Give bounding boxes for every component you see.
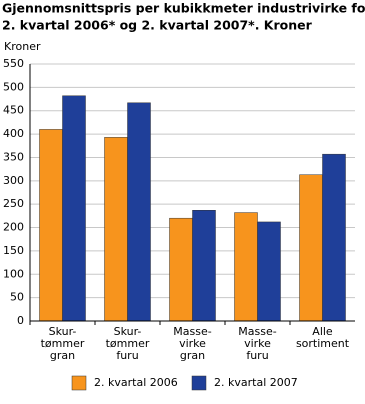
- legend-label: 2. kvartal 2006: [94, 376, 178, 389]
- x-tick-label: Alle: [312, 325, 333, 338]
- bar: [127, 102, 151, 322]
- bar: [169, 217, 193, 322]
- chart-title: 2. kvartal 2006* og 2. kvartal 2007*. Kr…: [2, 18, 313, 33]
- bar: [299, 174, 323, 322]
- y-tick-label: 250: [3, 197, 24, 210]
- bar: [234, 212, 258, 322]
- y-tick-label: 50: [10, 291, 24, 304]
- legend-swatch: [71, 375, 87, 391]
- bar: [104, 137, 128, 322]
- y-tick-label: 200: [3, 221, 24, 234]
- y-tick-label: 400: [3, 127, 24, 140]
- chart-title: Gjennomsnittspris per kubikkmeter indust…: [2, 1, 365, 16]
- x-tick-label: Skur-: [114, 325, 142, 338]
- bar: [39, 129, 63, 322]
- x-tick-label: Skur-: [49, 325, 77, 338]
- x-tick-label: sortiment: [296, 337, 350, 350]
- x-tick-label: furu: [116, 349, 138, 362]
- x-tick-label: furu: [246, 349, 268, 362]
- y-tick-label: 0: [17, 314, 24, 327]
- bar: [257, 221, 281, 322]
- bar: [322, 153, 346, 322]
- x-tick-label: Masse-: [238, 325, 276, 338]
- y-tick-label: 100: [3, 267, 24, 280]
- y-tick-label: 350: [3, 150, 24, 163]
- x-tick-label: Masse-: [173, 325, 211, 338]
- y-tick-label: 150: [3, 244, 24, 257]
- x-tick-label: virke: [179, 337, 206, 350]
- x-tick-label: tømmer: [41, 337, 85, 350]
- legend-swatch: [191, 375, 207, 391]
- y-axis-label: Kroner: [4, 40, 41, 53]
- x-tick-label: gran: [180, 349, 205, 362]
- bar: [192, 210, 216, 322]
- y-tick-label: 300: [3, 174, 24, 187]
- y-tick-label: 450: [3, 104, 24, 117]
- x-tick-label: gran: [50, 349, 75, 362]
- bar: [62, 95, 86, 322]
- y-tick-label: 500: [3, 80, 24, 93]
- legend-label: 2. kvartal 2007: [214, 376, 298, 389]
- x-tick-label: tømmer: [106, 337, 150, 350]
- x-tick-label: virke: [244, 337, 271, 350]
- y-tick-label: 550: [3, 57, 24, 70]
